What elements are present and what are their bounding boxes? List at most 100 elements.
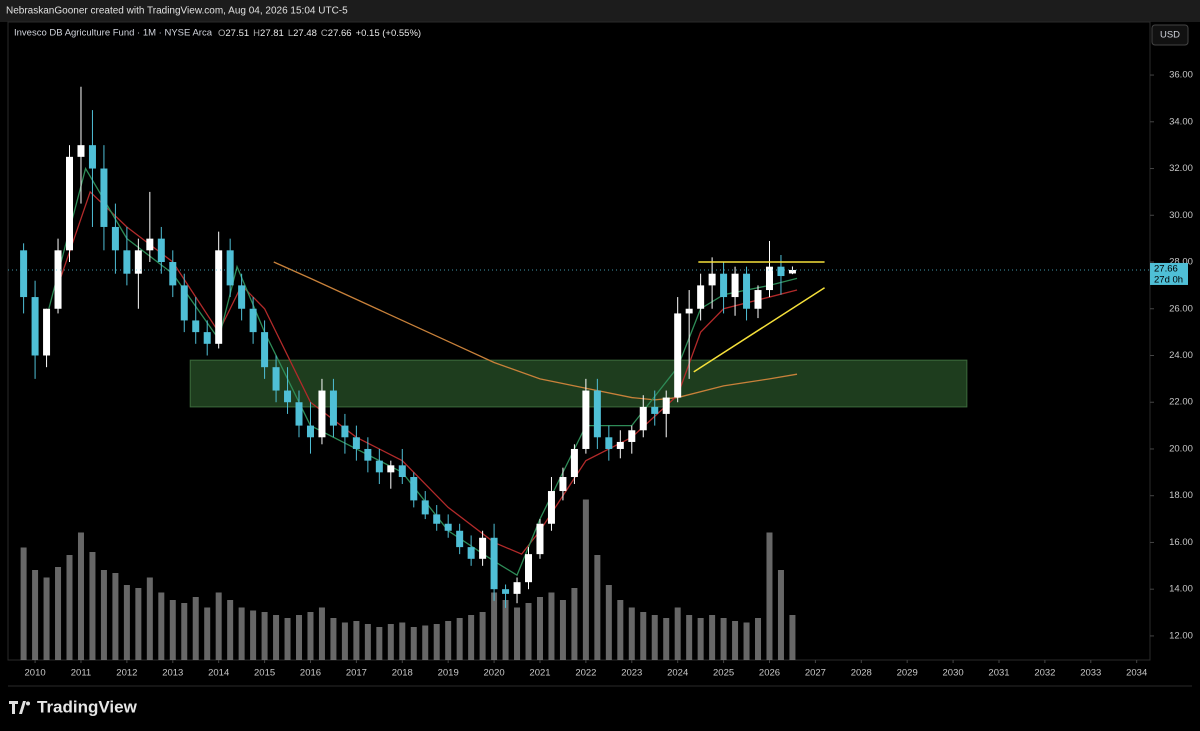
candle-body xyxy=(731,273,739,298)
legend-key: L xyxy=(288,28,293,39)
x-tick-label: 2027 xyxy=(805,668,826,679)
volume-bar xyxy=(123,585,130,660)
x-tick-label: 2018 xyxy=(392,668,413,679)
volume-bar xyxy=(686,615,693,660)
candle-body xyxy=(628,430,636,442)
candle-body xyxy=(743,273,751,309)
candle-body xyxy=(215,250,223,344)
candle-body xyxy=(111,226,119,251)
support-zone xyxy=(189,359,968,408)
candle-body xyxy=(249,308,257,333)
y-tick-label: 30.00 xyxy=(1169,210,1193,221)
y-tick-label: 34.00 xyxy=(1169,116,1193,127)
volume-bar xyxy=(525,603,532,660)
candle-body xyxy=(203,332,211,344)
brand: TradingView xyxy=(37,697,138,716)
candle-body xyxy=(146,238,154,251)
volume-bar xyxy=(755,618,762,660)
candle-body xyxy=(329,390,337,426)
x-tick-label: 2016 xyxy=(300,668,321,679)
moving-average xyxy=(57,190,798,555)
candle-body xyxy=(375,460,383,473)
volume-bar xyxy=(456,618,463,660)
candle-body xyxy=(238,285,246,309)
candle-body xyxy=(192,320,200,333)
volume-bar xyxy=(250,610,257,660)
candle-body xyxy=(502,589,510,594)
candle-body xyxy=(490,537,498,590)
legend-key: O xyxy=(218,28,225,39)
volume-bar xyxy=(674,607,681,660)
candle-body xyxy=(410,477,418,501)
candle-body xyxy=(570,448,578,478)
chart-title: Invesco DB Agriculture Fund · 1M · NYSE … xyxy=(14,28,213,39)
ohlc-legend: O27.51 H27.81 L27.48 C27.66 +0.15 (+0.55%) xyxy=(218,28,421,39)
candle-body xyxy=(226,250,234,286)
candle-body xyxy=(306,425,314,438)
x-tick-label: 2015 xyxy=(254,668,275,679)
volume-bar xyxy=(296,615,303,660)
volume-bar xyxy=(77,532,84,660)
candle-body xyxy=(685,308,693,314)
x-tick-label: 2033 xyxy=(1080,668,1101,679)
candle-body xyxy=(765,266,773,291)
candle-body xyxy=(88,145,96,169)
x-tick-label: 2014 xyxy=(208,668,229,679)
volume-bar xyxy=(559,600,566,660)
x-tick-label: 2026 xyxy=(759,668,780,679)
volume-bar xyxy=(594,555,601,660)
volume-bar xyxy=(341,622,348,660)
volume-bar xyxy=(514,607,521,660)
candle-body xyxy=(295,402,303,426)
volume-bar xyxy=(433,624,440,660)
x-tick-label: 2013 xyxy=(162,668,183,679)
currency[interactable]: USD xyxy=(1160,30,1180,41)
volume-bar xyxy=(284,618,291,660)
volume-bar xyxy=(66,555,73,660)
candle-body xyxy=(169,262,177,286)
volume-bar xyxy=(364,624,371,660)
volume-bar xyxy=(169,600,176,660)
volume-bar xyxy=(399,622,406,660)
currency-button[interactable] xyxy=(1151,24,1189,46)
volume-bar xyxy=(651,615,658,660)
volume-bar xyxy=(192,597,199,660)
volume-bar xyxy=(410,627,417,660)
candle-body xyxy=(616,441,624,449)
x-tick-label: 2021 xyxy=(529,668,550,679)
x-tick-label: 2010 xyxy=(25,668,46,679)
x-tick-label: 2032 xyxy=(1034,668,1055,679)
candle-body xyxy=(559,477,567,492)
volume-bar xyxy=(238,607,245,660)
candle-body xyxy=(788,269,796,274)
candle-body xyxy=(433,514,441,524)
legend-value: 27.81 xyxy=(260,28,284,39)
header-bar xyxy=(0,0,1200,22)
y-tick-label: 36.00 xyxy=(1169,70,1193,81)
candle-body xyxy=(157,238,165,263)
legend-change: +0.15 (+0.55%) xyxy=(356,28,422,39)
candle-body xyxy=(777,266,785,277)
volume-bar xyxy=(732,621,739,660)
legend-value: 27.66 xyxy=(328,28,352,39)
volume-bar xyxy=(697,618,704,660)
candle-body xyxy=(398,465,406,478)
candle-body xyxy=(77,145,85,157)
candle-body xyxy=(479,537,487,559)
candle-body xyxy=(134,250,142,274)
y-tick-label: 32.00 xyxy=(1169,163,1193,174)
volume-bar xyxy=(502,600,509,660)
brand-logo xyxy=(9,701,30,714)
candle-body xyxy=(536,523,544,555)
x-tick-label: 2034 xyxy=(1126,668,1147,679)
volume-bar xyxy=(227,600,234,660)
volume-bar xyxy=(422,625,429,660)
legend-key: H xyxy=(253,28,260,39)
x-tick-label: 2023 xyxy=(621,668,642,679)
volume-bar xyxy=(605,585,612,660)
plot-frame xyxy=(7,21,1151,661)
candle-body xyxy=(54,250,62,309)
candle-body xyxy=(364,448,372,461)
